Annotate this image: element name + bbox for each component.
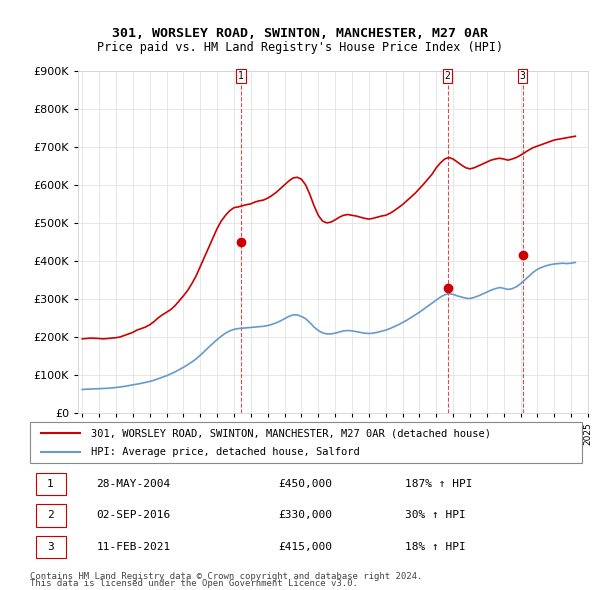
Text: 28-MAY-2004: 28-MAY-2004 xyxy=(96,479,170,489)
Text: 11-FEB-2021: 11-FEB-2021 xyxy=(96,542,170,552)
Text: 3: 3 xyxy=(520,71,526,81)
Text: HPI: Average price, detached house, Salford: HPI: Average price, detached house, Salf… xyxy=(91,447,359,457)
Text: £330,000: £330,000 xyxy=(278,510,332,520)
Text: £450,000: £450,000 xyxy=(278,479,332,489)
Text: 18% ↑ HPI: 18% ↑ HPI xyxy=(406,542,466,552)
Text: 301, WORSLEY ROAD, SWINTON, MANCHESTER, M27 0AR (detached house): 301, WORSLEY ROAD, SWINTON, MANCHESTER, … xyxy=(91,428,491,438)
Text: 30% ↑ HPI: 30% ↑ HPI xyxy=(406,510,466,520)
Text: 301, WORSLEY ROAD, SWINTON, MANCHESTER, M27 0AR: 301, WORSLEY ROAD, SWINTON, MANCHESTER, … xyxy=(112,27,488,40)
Text: £415,000: £415,000 xyxy=(278,542,332,552)
Text: Contains HM Land Registry data © Crown copyright and database right 2024.: Contains HM Land Registry data © Crown c… xyxy=(30,572,422,581)
Text: 2: 2 xyxy=(445,71,451,81)
Text: Price paid vs. HM Land Registry's House Price Index (HPI): Price paid vs. HM Land Registry's House … xyxy=(97,41,503,54)
Text: 187% ↑ HPI: 187% ↑ HPI xyxy=(406,479,473,489)
Text: 02-SEP-2016: 02-SEP-2016 xyxy=(96,510,170,520)
FancyBboxPatch shape xyxy=(35,504,66,527)
Text: 2: 2 xyxy=(47,510,54,520)
Text: 1: 1 xyxy=(238,71,244,81)
FancyBboxPatch shape xyxy=(35,536,66,558)
FancyBboxPatch shape xyxy=(30,422,582,463)
Text: 3: 3 xyxy=(47,542,54,552)
Text: 1: 1 xyxy=(47,479,54,489)
Text: This data is licensed under the Open Government Licence v3.0.: This data is licensed under the Open Gov… xyxy=(30,579,358,588)
FancyBboxPatch shape xyxy=(35,473,66,495)
